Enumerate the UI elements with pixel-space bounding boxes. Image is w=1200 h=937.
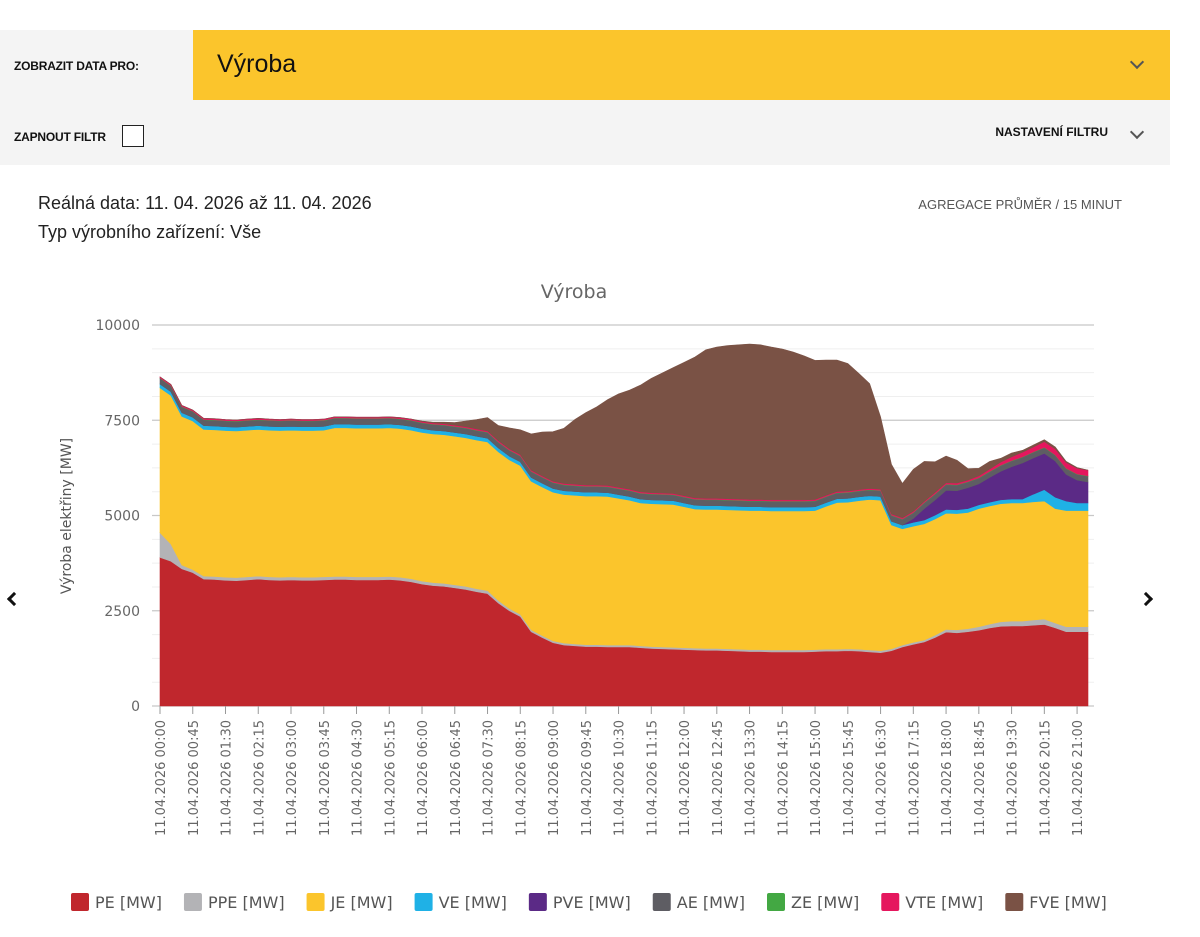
x-tick-label: 11.04.2026 05:15 <box>383 720 398 836</box>
x-tick-label: 11.04.2026 19:30 <box>1006 720 1021 836</box>
filter-settings-toggle[interactable]: NASTAVENÍ FILTRU <box>995 125 1108 139</box>
x-tick-label: 11.04.2026 18:45 <box>973 720 988 836</box>
legend-swatch <box>414 893 433 911</box>
production-chart: Výroba Výroba elektřiny [MW] 0 2500 5000 75… <box>59 281 1107 912</box>
legend-label: FVE [MW] <box>1029 893 1106 912</box>
data-type-select[interactable]: Výroba <box>193 30 1170 100</box>
legend-item-pve[interactable]: PVE [MW] <box>528 893 631 912</box>
x-tick-label: 11.04.2026 06:00 <box>416 720 431 836</box>
enable-filter-label: ZAPNOUT FILTR <box>14 130 106 144</box>
x-tick-label: 11.04.2026 11:15 <box>645 720 660 836</box>
x-tick-label: 11.04.2026 01:30 <box>220 720 235 836</box>
legend-item-ae[interactable]: AE [MW] <box>652 893 745 912</box>
legend-swatch <box>306 893 325 911</box>
chevron-right-icon <box>1138 591 1154 607</box>
y-axis-label: Výroba elektřiny [MW] <box>59 438 75 594</box>
legend-label: PVE [MW] <box>553 893 631 912</box>
area-fve[interactable] <box>159 343 1089 519</box>
legend-item-ve[interactable]: VE [MW] <box>414 893 507 912</box>
x-tick-label: 11.04.2026 09:00 <box>547 720 562 836</box>
legend-swatch <box>528 893 547 911</box>
x-tick-label: 11.04.2026 17:15 <box>907 720 922 836</box>
legend-item-ze[interactable]: ZE [MW] <box>767 893 859 912</box>
x-tick-label: 11.04.2026 09:45 <box>580 720 595 836</box>
x-tick-label: 11.04.2026 02:15 <box>252 720 267 836</box>
x-tick-label: 11.04.2026 15:45 <box>842 720 857 836</box>
x-tick-label: 11.04.2026 07:30 <box>482 720 497 836</box>
enable-filter-checkbox[interactable] <box>122 125 144 147</box>
plant-type: Typ výrobního zařízení: Vše <box>38 222 262 242</box>
show-data-label: ZOBRAZIT DATA PRO: <box>14 59 139 73</box>
legend-item-ppe[interactable]: PPE [MW] <box>183 893 285 912</box>
x-tick-label: 11.04.2026 12:00 <box>678 720 693 836</box>
legend-swatch <box>767 893 785 911</box>
data-selector-bar: ZOBRAZIT DATA PRO: Výroba <box>0 30 1170 100</box>
y-tick-label: 2500 <box>104 604 140 620</box>
x-tick-label: 11.04.2026 21:00 <box>1071 720 1086 836</box>
chevron-down-icon[interactable] <box>1129 54 1145 70</box>
legend-label: PPE [MW] <box>208 893 285 912</box>
legend-label: VTE [MW] <box>905 893 983 912</box>
data-type-value: Výroba <box>217 50 297 78</box>
real-data-range: Reálná data: 11. 04. 2026 až 11. 04. 202… <box>38 193 372 213</box>
x-tick-label: 11.04.2026 13:30 <box>744 720 759 836</box>
y-tick-label: 10000 <box>95 318 140 334</box>
x-tick-label: 11.04.2026 14:15 <box>776 720 791 836</box>
chart-next-button[interactable] <box>1138 588 1158 610</box>
y-tick-label: 7500 <box>104 413 140 429</box>
filter-bar: ZAPNOUT FILTR NASTAVENÍ FILTRU <box>0 100 1170 165</box>
x-tick-label: 11.04.2026 08:15 <box>514 720 529 836</box>
chart-prev-button[interactable] <box>2 588 22 610</box>
x-tick-label: 11.04.2026 18:00 <box>940 720 955 836</box>
legend-label: AE [MW] <box>677 893 745 912</box>
legend-swatch <box>183 893 202 911</box>
legend-item-vte[interactable]: VTE [MW] <box>881 893 983 912</box>
x-tick-label: 11.04.2026 16:30 <box>875 720 890 836</box>
x-tick-label: 11.04.2026 12:45 <box>711 720 726 836</box>
x-tick-label: 11.04.2026 00:45 <box>187 720 202 836</box>
legend-item-fve[interactable]: FVE [MW] <box>1005 893 1107 912</box>
legend-swatch <box>881 893 900 911</box>
chart-title: Výroba <box>541 281 607 303</box>
legend-swatch <box>1005 893 1024 911</box>
chevron-left-icon <box>6 591 22 607</box>
aggregation-label: AGREGACE PRŮMĚR / 15 MINUT <box>918 197 1122 212</box>
x-tick-label: 11.04.2026 20:15 <box>1038 720 1053 836</box>
legend-label: VE [MW] <box>439 893 507 912</box>
x-tick-label: 11.04.2026 06:45 <box>449 720 464 836</box>
legend-label: PE [MW] <box>95 893 162 912</box>
y-tick-label: 0 <box>131 699 140 715</box>
x-tick-label: 11.04.2026 15:00 <box>809 720 824 836</box>
legend-label: ZE [MW] <box>791 893 859 912</box>
legend-label: JE [MW] <box>330 893 393 912</box>
x-tick-label: 11.04.2026 03:00 <box>285 720 300 836</box>
chevron-down-icon[interactable] <box>1129 124 1145 140</box>
x-tick-label: 11.04.2026 03:45 <box>318 720 333 836</box>
legend-item-pe[interactable]: PE [MW] <box>71 893 162 912</box>
x-tick-label: 11.04.2026 04:30 <box>351 720 366 836</box>
x-tick-label: 11.04.2026 10:30 <box>613 720 628 836</box>
x-tick-label: 11.04.2026 00:00 <box>154 720 169 836</box>
y-tick-label: 5000 <box>104 509 140 525</box>
legend-swatch <box>652 893 671 911</box>
legend-swatch <box>71 893 89 911</box>
legend-item-je[interactable]: JE [MW] <box>306 893 393 912</box>
